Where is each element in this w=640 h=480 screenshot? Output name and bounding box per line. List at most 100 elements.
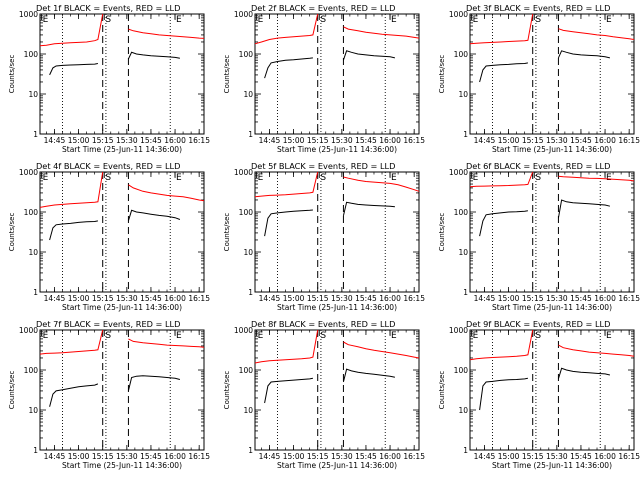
- plot-title: Det 5f BLACK = Events, RED = LLD: [251, 161, 395, 171]
- x-tick-label: 15:30: [331, 136, 353, 145]
- x-tick-label: 15:15: [92, 136, 114, 145]
- x-tick-label: 16:00: [594, 294, 616, 303]
- series-line-1-after: [343, 176, 420, 192]
- marker-S: S: [105, 15, 111, 25]
- marker-E: E: [473, 173, 479, 183]
- y-tick-label: 1000: [234, 326, 253, 335]
- x-axis-label: Start Time (25-Jun-11 14:36:00): [492, 303, 612, 312]
- x-tick-label: 16:00: [379, 452, 401, 461]
- y-axis-label: Counts/sec: [8, 371, 16, 410]
- y-tick-label: 100: [24, 50, 39, 59]
- y-tick-label: 1000: [19, 326, 38, 335]
- y-tick-label: 100: [24, 366, 39, 375]
- series-line-1-before: [469, 13, 534, 45]
- y-tick-label: 1: [463, 130, 468, 139]
- y-tick-label: 1: [248, 446, 253, 455]
- x-tick-label: 15:45: [355, 452, 377, 461]
- series-line-2-before: [49, 63, 98, 76]
- x-tick-label: 14:45: [259, 136, 281, 145]
- y-axis-label: Counts/sec: [438, 213, 446, 252]
- y-tick-label: 100: [239, 208, 254, 217]
- y-tick-label: 1: [463, 288, 468, 297]
- y-tick-label: 1000: [19, 168, 38, 177]
- plot-title: Det 9f BLACK = Events, RED = LLD: [466, 319, 610, 329]
- marker-S: S: [105, 331, 111, 341]
- y-tick-label: 1000: [234, 10, 253, 19]
- y-tick-label: 10: [243, 248, 253, 257]
- x-tick-label: 15:45: [570, 136, 592, 145]
- y-tick-label: 10: [28, 248, 38, 257]
- marker-E: E: [258, 15, 264, 25]
- plot-frame: [254, 13, 420, 135]
- x-tick-label: 15:00: [283, 136, 305, 145]
- marker-E: E: [176, 173, 182, 183]
- x-tick-label: 15:45: [355, 294, 377, 303]
- y-tick-label: 1: [248, 288, 253, 297]
- x-tick-label: 16:15: [618, 136, 640, 145]
- series-line-1-before: [254, 13, 319, 45]
- x-tick-label: 15:15: [307, 452, 329, 461]
- x-tick-label: 14:45: [44, 294, 66, 303]
- x-tick-label: 14:45: [44, 136, 66, 145]
- y-tick-label: 10: [28, 90, 38, 99]
- x-tick-label: 15:45: [570, 294, 592, 303]
- x-tick-label: 16:15: [618, 294, 640, 303]
- x-tick-label: 14:45: [259, 294, 281, 303]
- plot-panel-6: Det 6f BLACK = Events, RED = LLD 1 10 100 10…: [438, 161, 640, 312]
- series-line-2-after: [342, 50, 396, 61]
- series-line-1-after: [128, 28, 205, 39]
- x-tick-label: 15:15: [522, 452, 544, 461]
- series-line-2-after: [342, 201, 395, 217]
- x-tick-label: 15:00: [68, 452, 90, 461]
- x-tick-label: 15:45: [355, 136, 377, 145]
- x-tick-label: 15:00: [498, 136, 520, 145]
- series-line-2-before: [479, 62, 528, 83]
- marker-S: S: [320, 173, 326, 183]
- x-tick-label: 15:30: [546, 136, 568, 145]
- x-tick-label: 16:00: [164, 136, 186, 145]
- plot-frame: [254, 329, 420, 451]
- series-line-2-before: [479, 377, 528, 411]
- x-tick-label: 15:00: [68, 136, 90, 145]
- x-axis-label: Start Time (25-Jun-11 14:36:00): [62, 145, 182, 154]
- series-line-1-before: [39, 171, 104, 208]
- marker-E: E: [606, 331, 612, 341]
- y-axis-label: Counts/sec: [8, 55, 16, 94]
- x-tick-label: 15:30: [546, 452, 568, 461]
- x-axis-label: Start Time (25-Jun-11 14:36:00): [62, 303, 182, 312]
- y-tick-label: 10: [458, 406, 468, 415]
- plot-panel-8: Det 8f BLACK = Events, RED = LLD 1 10 100 10…: [223, 319, 425, 470]
- marker-E: E: [606, 173, 612, 183]
- y-axis-label: Counts/sec: [8, 213, 16, 252]
- plot-panel-1: Det 1f BLACK = Events, RED = LLD 1 10 100 10…: [8, 3, 210, 154]
- y-axis-label: Counts/sec: [438, 371, 446, 410]
- marker-E: E: [43, 331, 49, 341]
- y-tick-label: 1: [33, 130, 38, 139]
- x-tick-label: 15:00: [283, 452, 305, 461]
- y-tick-label: 100: [239, 366, 254, 375]
- y-tick-label: 10: [458, 248, 468, 257]
- series-line-1-after: [343, 341, 420, 359]
- x-tick-label: 15:00: [283, 294, 305, 303]
- series-line-2-before: [264, 57, 313, 79]
- series-line-2-after: [557, 50, 611, 59]
- y-tick-label: 100: [454, 366, 469, 375]
- y-tick-label: 10: [243, 90, 253, 99]
- x-tick-label: 15:30: [116, 452, 138, 461]
- x-tick-label: 15:30: [546, 294, 568, 303]
- plot-title: Det 7f BLACK = Events, RED = LLD: [36, 319, 180, 329]
- y-tick-label: 1: [248, 130, 253, 139]
- series-line-2-after: [557, 367, 611, 380]
- x-tick-label: 16:00: [379, 294, 401, 303]
- x-tick-label: 16:00: [164, 294, 186, 303]
- x-tick-label: 15:15: [522, 136, 544, 145]
- x-tick-label: 14:45: [44, 452, 66, 461]
- marker-S: S: [320, 15, 326, 25]
- plot-frame: [39, 13, 205, 135]
- series-line-1-before: [39, 329, 104, 355]
- series-line-1-after: [128, 338, 205, 348]
- x-tick-label: 15:15: [92, 294, 114, 303]
- x-tick-label: 16:15: [403, 136, 425, 145]
- x-tick-label: 14:45: [474, 294, 496, 303]
- plot-panel-9: Det 9f BLACK = Events, RED = LLD 1 10 100 10…: [438, 319, 640, 470]
